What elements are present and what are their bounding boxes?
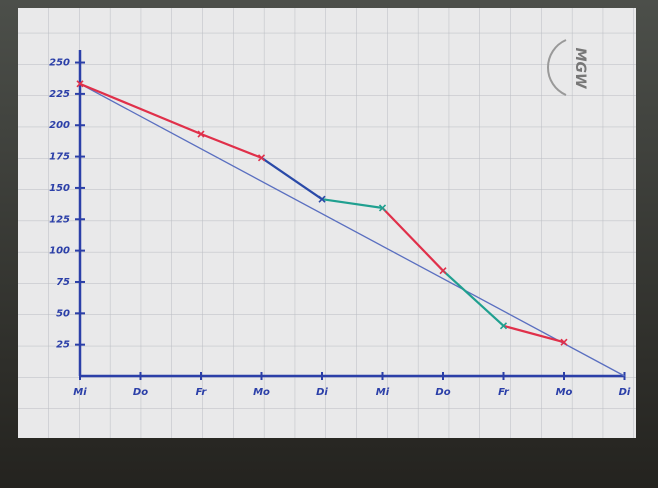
line-segment	[321, 198, 383, 210]
paper-grid	[18, 8, 636, 438]
x-tick-label: Do	[133, 387, 148, 398]
x-tick-label: Di	[316, 387, 328, 398]
line-segment	[260, 156, 323, 201]
point-marker	[499, 322, 508, 330]
point-marker	[560, 338, 568, 346]
x-tick-label: Fr	[498, 387, 510, 398]
x-tick-label: Do	[435, 387, 450, 398]
line-segment	[79, 83, 625, 377]
y-tick-label: 175	[49, 152, 70, 163]
line-segment	[79, 82, 202, 136]
y-tick-label: 25	[56, 340, 70, 351]
point-marker	[257, 154, 266, 162]
y-tick-label: 100	[49, 246, 70, 257]
y-tick-label: 75	[56, 277, 70, 288]
point-marker	[197, 130, 205, 138]
y-tick-label: 250	[49, 58, 70, 69]
x-tick-label: Fr	[196, 387, 208, 398]
point-marker	[439, 267, 447, 275]
x-tick-label: Mi	[376, 387, 390, 398]
line-segment	[200, 132, 262, 159]
point-marker	[318, 195, 326, 203]
y-tick-label: 125	[49, 214, 70, 225]
y-tick-label: 225	[49, 89, 70, 100]
x-tick-label: Mi	[73, 387, 87, 398]
line-segment	[503, 324, 565, 344]
y-tick-label: 150	[49, 183, 70, 194]
point-marker	[378, 204, 387, 212]
x-tick-label: Mo	[556, 387, 573, 398]
y-tick-label: 200	[49, 120, 70, 131]
logo: MGW	[546, 39, 588, 96]
point-marker	[76, 80, 84, 88]
x-tick-label: Mo	[253, 387, 270, 398]
line-segment	[442, 269, 505, 327]
y-tick-label: 50	[56, 308, 70, 319]
line-segment	[381, 207, 444, 272]
x-tick-label: Di	[619, 387, 631, 398]
svg-text:MGW: MGW	[572, 48, 588, 89]
